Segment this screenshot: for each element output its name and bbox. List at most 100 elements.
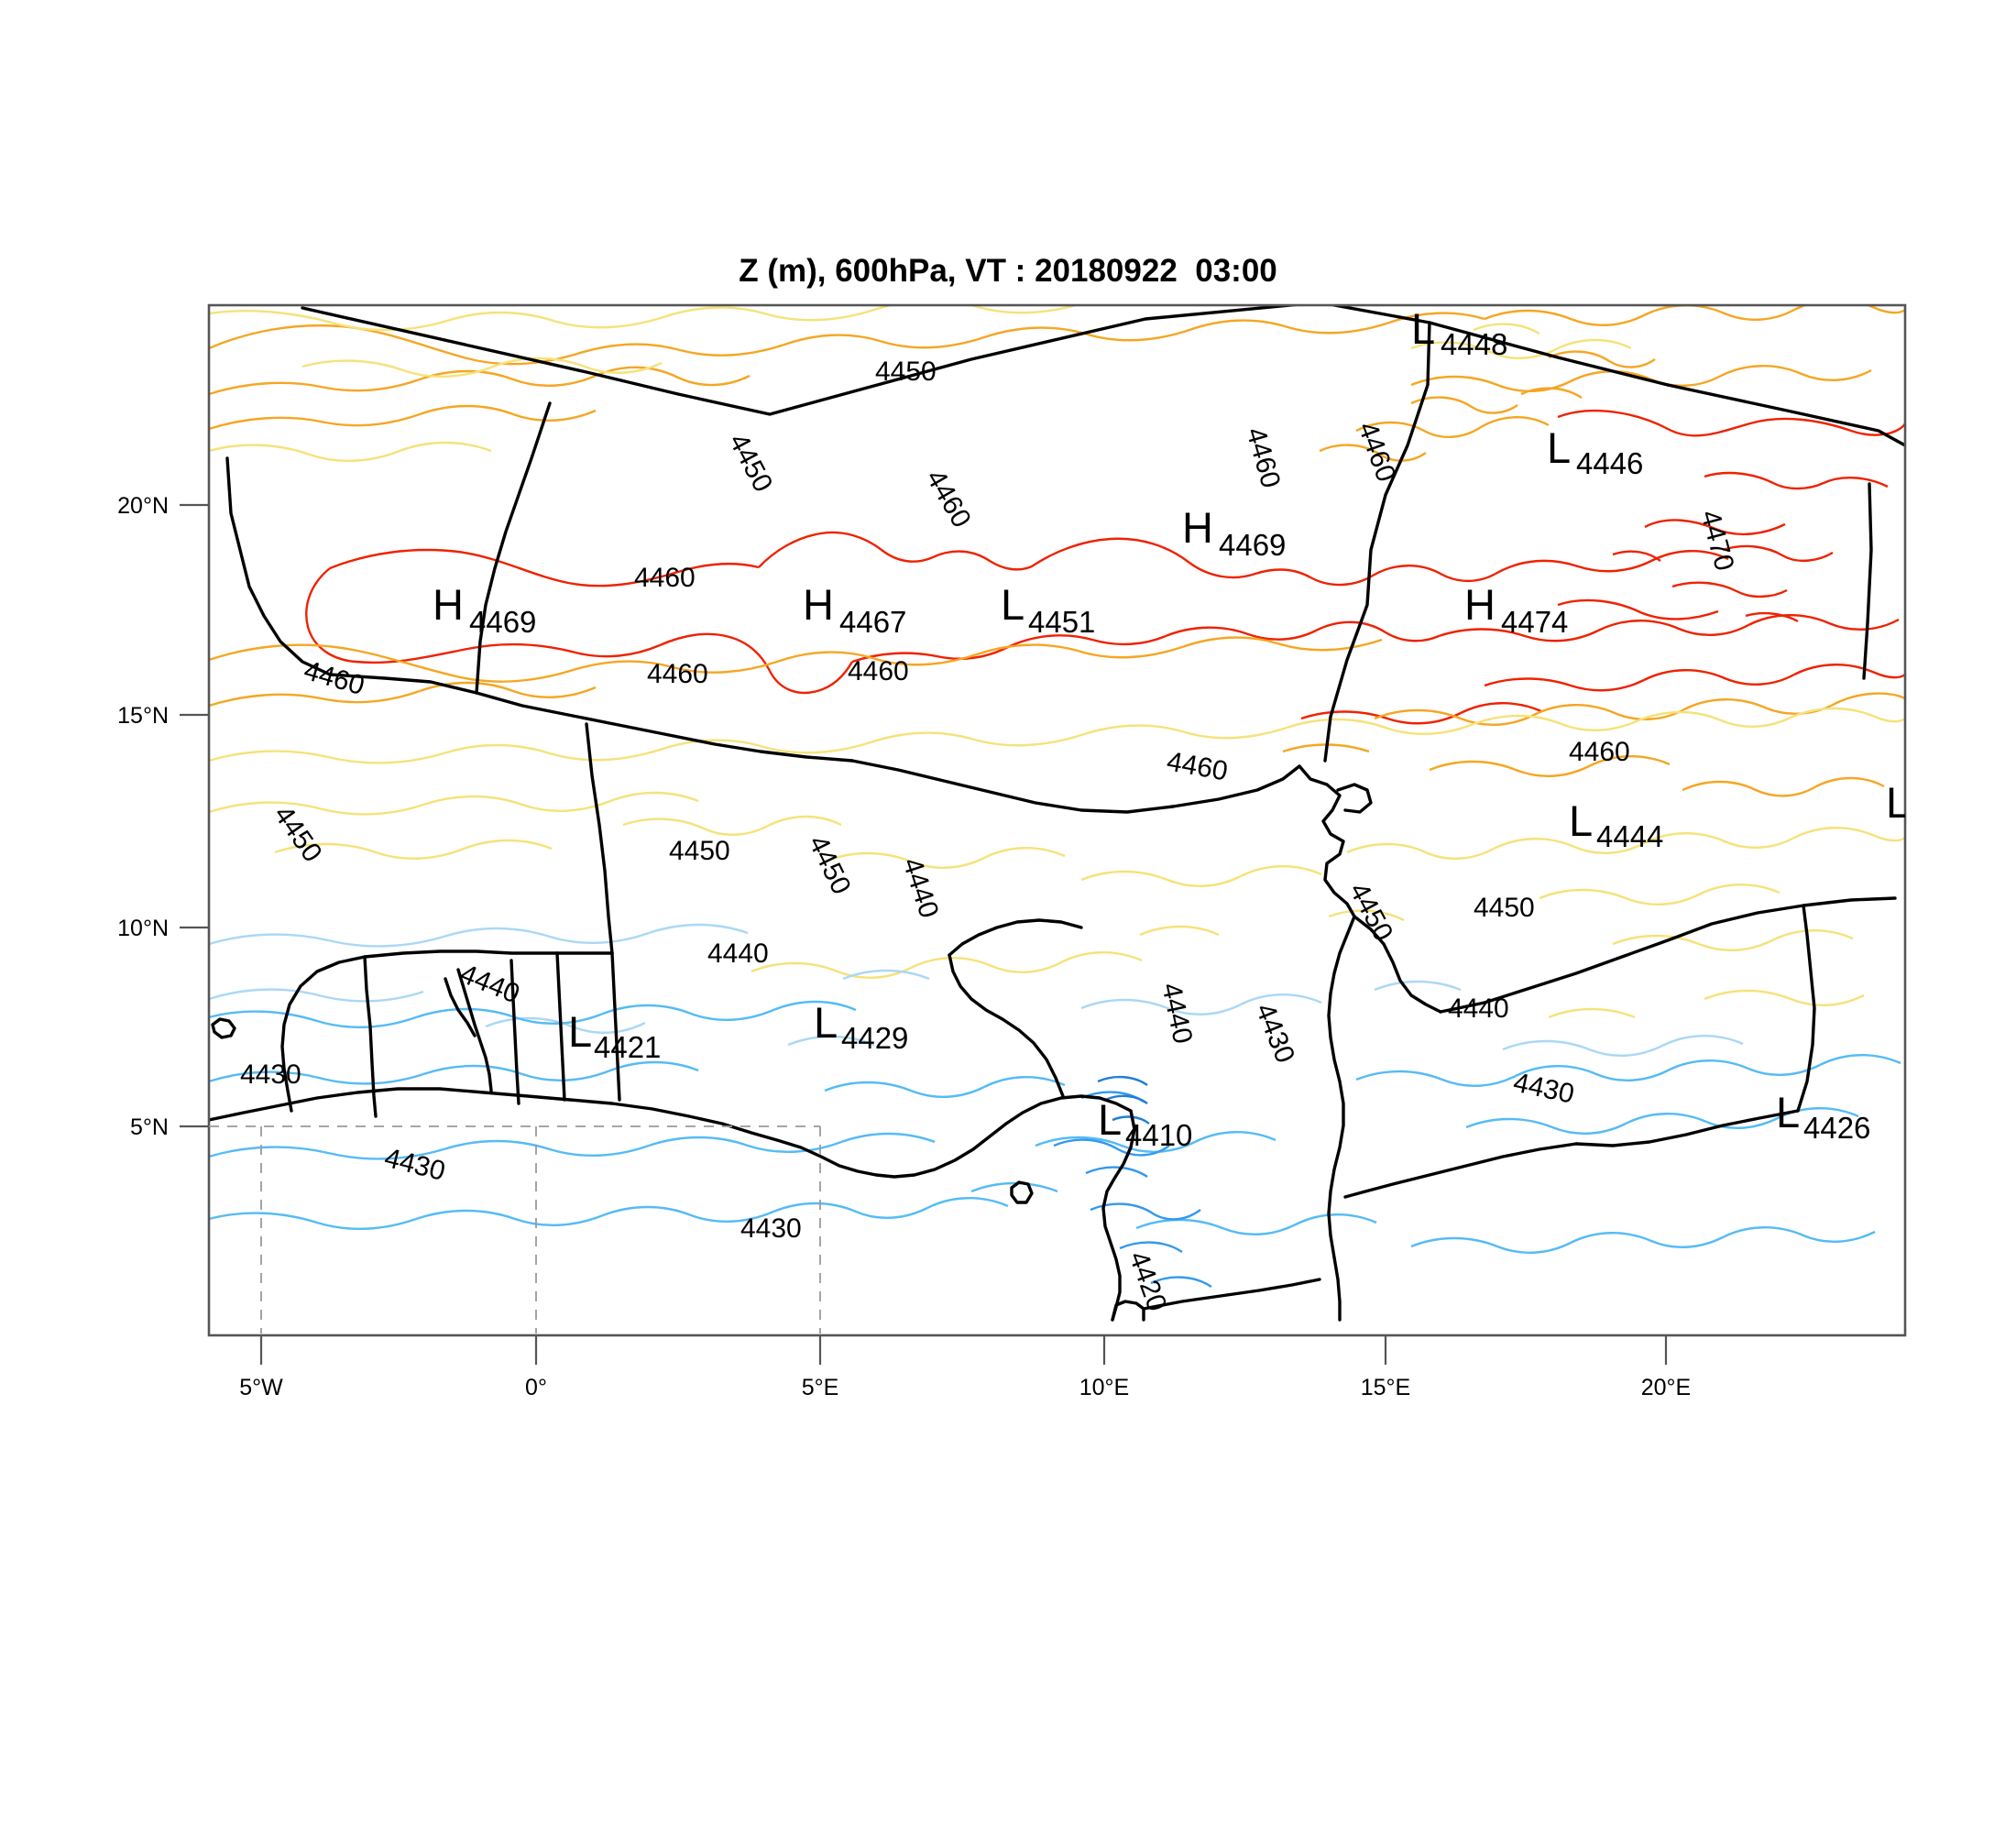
lake-volta-branch bbox=[444, 977, 477, 1037]
extrema-marker-L-4426: L 4426 bbox=[1776, 1088, 1870, 1145]
border-mauritania bbox=[225, 456, 332, 676]
border-cameroon-east bbox=[1327, 915, 1356, 1322]
border-mali-niger-north bbox=[475, 401, 552, 695]
border-benin bbox=[610, 951, 621, 1102]
extrema-letter: H bbox=[1182, 503, 1213, 552]
contour-level-4460-red bbox=[305, 531, 1905, 725]
extrema-letter: L bbox=[1776, 1088, 1800, 1136]
extrema-value: 4444 bbox=[1596, 819, 1663, 853]
extrema-markers: L 4448 L 4446 H 4469 H 4467 L 4451 H bbox=[433, 304, 1910, 1152]
extrema-value: 4426 bbox=[1803, 1111, 1870, 1145]
extrema-letter: L bbox=[1001, 580, 1024, 629]
contour-level-4470 bbox=[1557, 409, 1905, 623]
contour-label: 4430 bbox=[1250, 999, 1301, 1067]
x-tick-label-4: 15°E bbox=[1361, 1375, 1410, 1400]
border-cote-divoire-west bbox=[280, 955, 367, 1113]
contour-label: 4440 bbox=[707, 938, 769, 969]
map-geography bbox=[209, 305, 1905, 1322]
contour-level-4450 bbox=[209, 305, 1905, 1019]
contour-label: 4420 bbox=[1123, 1247, 1172, 1315]
extrema-letter: L bbox=[1411, 304, 1435, 353]
extrema-value: 4429 bbox=[841, 1021, 908, 1055]
border-niger-chad-sw bbox=[1171, 764, 1301, 808]
extrema-marker-L-edge: L bbox=[1886, 778, 1910, 827]
contour-label: 4440 bbox=[896, 854, 944, 922]
extrema-value: 4421 bbox=[594, 1030, 661, 1064]
contour-label: 4450 bbox=[875, 357, 937, 387]
y-tick-label-2: 15°N bbox=[117, 703, 169, 729]
contour-field bbox=[209, 305, 1905, 1289]
coastline-guinea bbox=[209, 1087, 1133, 1179]
contour-label: 4450 bbox=[723, 429, 778, 497]
x-tick-label-5: 20°E bbox=[1641, 1375, 1691, 1400]
border-libya bbox=[1666, 383, 1905, 447]
contour-label: 4450 bbox=[803, 831, 857, 899]
x-tick-label-0: 5°W bbox=[239, 1375, 283, 1400]
contour-label: 4430 bbox=[1511, 1068, 1577, 1110]
border-congo-north bbox=[1343, 1142, 1578, 1199]
contour-label: 4450 bbox=[669, 836, 730, 866]
extrema-letter: L bbox=[1886, 778, 1910, 827]
extrema-letter: L bbox=[814, 998, 838, 1047]
contour-label: 4430 bbox=[740, 1213, 802, 1244]
river-niger-lower bbox=[948, 953, 1065, 1098]
border-gabon-coast bbox=[1111, 1300, 1145, 1322]
x-axis: 5°W 0° 5°E 10°E 15°E 20°E bbox=[239, 1335, 1691, 1400]
border-car-south bbox=[1574, 1109, 1800, 1147]
contour-label: 4460 bbox=[920, 465, 977, 532]
extrema-value: 4410 bbox=[1125, 1118, 1192, 1152]
contour-label: 4460 bbox=[1352, 418, 1401, 486]
border-ghana-west bbox=[363, 955, 378, 1118]
contour-value-labels: 4450 4450 4460 4460 4460 4470 4460 4460 … bbox=[240, 357, 1739, 1315]
extrema-letter: H bbox=[1464, 580, 1496, 629]
island-bioko bbox=[1010, 1180, 1034, 1204]
extrema-marker-H-4474: H 4474 bbox=[1464, 580, 1568, 639]
extrema-marker-L-4446: L 4446 bbox=[1547, 423, 1643, 480]
lake-volta bbox=[456, 968, 493, 1092]
contour-label: 4470 bbox=[1694, 507, 1739, 574]
extrema-marker-H-4469-central: H 4469 bbox=[1182, 503, 1286, 562]
border-burkina-east bbox=[585, 722, 614, 955]
lake-chad-shore bbox=[1336, 783, 1373, 814]
contour-label: 4460 bbox=[1165, 746, 1230, 786]
extrema-marker-L-4448: L 4448 bbox=[1411, 304, 1507, 361]
extrema-letter: H bbox=[433, 580, 464, 629]
contour-label: 4460 bbox=[1240, 424, 1286, 491]
border-car-north bbox=[1439, 896, 1897, 1014]
border-car-east bbox=[1796, 904, 1816, 1113]
border-congo-south bbox=[1142, 1278, 1321, 1311]
extrema-marker-L-4421: L 4421 bbox=[568, 1007, 661, 1064]
border-togo bbox=[555, 951, 566, 1102]
river-benue bbox=[948, 918, 1083, 957]
contour-label: 4460 bbox=[1569, 737, 1630, 767]
border-sahel-west bbox=[328, 673, 854, 763]
y-tick-label-1: 10°N bbox=[117, 916, 169, 941]
contour-label: 4440 bbox=[1156, 981, 1198, 1047]
coastline-cameroon bbox=[1101, 1109, 1136, 1322]
border-niger-nigeria bbox=[850, 759, 1175, 814]
coast-detail-w bbox=[211, 1017, 236, 1039]
extrema-marker-L-4410: L 4410 bbox=[1098, 1095, 1192, 1152]
extrema-marker-H-4469-west: H 4469 bbox=[433, 580, 536, 639]
extrema-value: 4451 bbox=[1028, 605, 1095, 639]
extrema-letter: L bbox=[1569, 796, 1593, 845]
border-ghana-east bbox=[509, 959, 520, 1105]
x-tick-label-1: 0° bbox=[525, 1375, 547, 1400]
y-tick-label-0: 5°N bbox=[130, 1114, 169, 1140]
extrema-value: 4467 bbox=[839, 605, 906, 639]
axes-frame bbox=[207, 303, 1907, 1337]
extrema-value: 4446 bbox=[1576, 446, 1643, 480]
page-title: Z (m), 600hPa, VT : 20180922 03:00 bbox=[739, 253, 1277, 289]
graticule-dashes bbox=[209, 1125, 821, 1334]
y-axis: 5°N 10°N 15°N 20°N bbox=[117, 493, 209, 1140]
extrema-letter: H bbox=[803, 580, 834, 629]
extrema-letter: L bbox=[1098, 1095, 1122, 1144]
x-tick-label-2: 5°E bbox=[802, 1375, 839, 1400]
extrema-value: 4469 bbox=[469, 605, 536, 639]
contour-label: 4430 bbox=[381, 1143, 448, 1187]
extrema-marker-H-4467: H 4467 bbox=[803, 580, 906, 639]
contour-level-4440 bbox=[209, 923, 1744, 1057]
contour-level-4460 bbox=[209, 305, 1905, 797]
